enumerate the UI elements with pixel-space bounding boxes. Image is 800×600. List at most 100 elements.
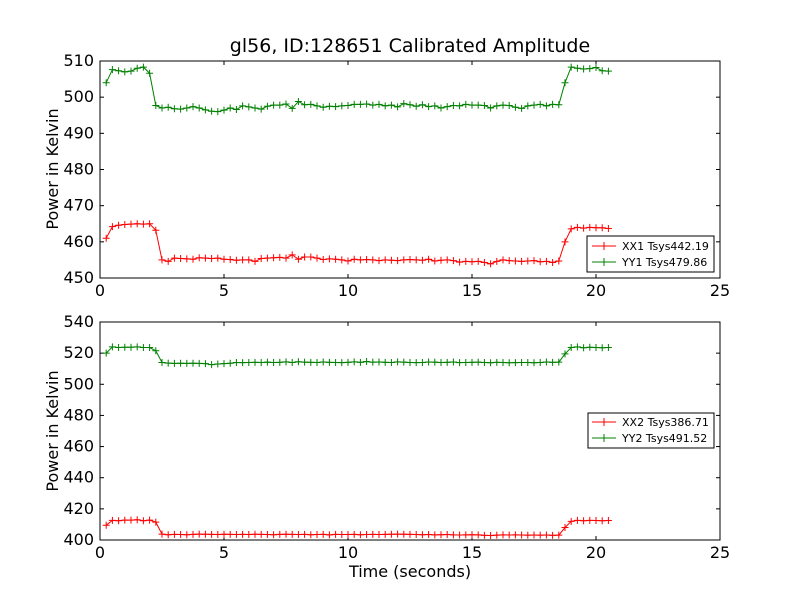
top-series-0-point: [208, 254, 216, 262]
bottom-x-tick-label: 25: [710, 543, 730, 562]
top-series-1-point: [474, 101, 482, 109]
top-legend-entry-yy1: YY1 Tsys479.86: [592, 256, 707, 269]
bottom-series-1-point: [580, 344, 588, 352]
legend-label-yy2: YY2 Tsys491.52: [621, 432, 707, 445]
bottom-series-1-point: [561, 350, 569, 358]
bottom-series-1-point: [387, 358, 395, 366]
top-series-1-point: [387, 101, 395, 109]
top-series-1-point: [381, 102, 389, 110]
bottom-series-1-point: [400, 358, 408, 366]
top-series-1-point: [195, 104, 203, 112]
top-series-1-point: [573, 64, 581, 72]
top-series-1-point: [251, 104, 259, 112]
bottom-series-1-point: [177, 359, 185, 367]
bottom-series-0-point: [226, 530, 234, 538]
top-legend-entry-xx1: XX1 Tsys442.19: [592, 240, 709, 253]
top-series-0-point: [115, 221, 123, 229]
top-series-1-point: [201, 106, 209, 114]
top-series-0-point: [121, 220, 129, 228]
bottom-series-0-point: [542, 531, 550, 539]
top-series-0-point: [462, 257, 470, 265]
bottom-series-0-point: [592, 517, 600, 525]
top-series-1-point: [338, 102, 346, 110]
top-series-0-point: [468, 258, 476, 266]
bottom-series-0-point: [220, 530, 228, 538]
bottom-series-0-point: [443, 531, 451, 539]
bottom-series-0-point: [344, 531, 352, 539]
bottom-series-0-point: [288, 530, 296, 538]
bottom-series-1-point: [394, 358, 402, 366]
top-series-1-point: [307, 100, 315, 108]
bottom-series-0-point: [518, 531, 526, 539]
bottom-series-1-point: [239, 359, 247, 367]
bottom-series-1-point: [573, 343, 581, 351]
bottom-series-1-point: [524, 358, 532, 366]
bottom-legend-entry-yy2: YY2 Tsys491.52: [592, 432, 707, 445]
bottom-series-0-point: [115, 517, 123, 525]
top-x-tick-label: 20: [586, 281, 606, 300]
bottom-series-1-point: [456, 359, 464, 367]
top-series-0-point: [177, 254, 185, 262]
top-series-1-point: [208, 107, 216, 115]
top-series-0-point: [127, 220, 135, 228]
top-y-axis-label: Power in Kelvin: [43, 108, 62, 229]
top-series-1-point: [239, 102, 247, 110]
bottom-legend: XX2 Tsys386.71 YY2 Tsys491.52: [587, 412, 715, 449]
bottom-x-tick-label: 5: [219, 543, 229, 562]
top-series-1-point: [561, 79, 569, 87]
top-series-0-point: [598, 224, 606, 232]
bottom-series-0-point: [356, 531, 364, 539]
top-series-0-point: [412, 256, 420, 264]
top-series-1-point: [152, 101, 160, 109]
bottom-series-1-point: [201, 360, 209, 368]
bottom-series-0-point: [468, 531, 476, 539]
bottom-series-0-point: [189, 530, 197, 538]
top-series-0-point: [487, 260, 495, 268]
top-series-1-point: [598, 67, 606, 75]
bottom-series-1-point: [158, 358, 166, 366]
bottom-series-0-point: [573, 516, 581, 524]
bottom-series-1-point: [232, 358, 240, 366]
bottom-series-0-point: [493, 531, 501, 539]
top-series-1-point: [375, 100, 383, 108]
top-series-0-point: [164, 257, 172, 265]
bottom-series-0-point: [121, 516, 129, 524]
bottom-plot-area: [102, 343, 612, 539]
top-series-0-point: [344, 257, 352, 265]
top-series-0-point: [542, 257, 550, 265]
top-x-tick-label: 5: [219, 281, 229, 300]
chart-title: gl56, ID:128651 Calibrated Amplitude: [230, 35, 590, 57]
bottom-series-0-point: [245, 531, 253, 539]
bottom-series-0-point: [325, 531, 333, 539]
bottom-series-0-point: [375, 531, 383, 539]
bottom-series-1-point: [542, 358, 550, 366]
bottom-series-0-point: [511, 531, 519, 539]
top-series-0-point: [245, 256, 253, 264]
top-series-1-point: [536, 100, 544, 108]
top-series-0-point: [170, 254, 178, 262]
bottom-series-1-point: [375, 358, 383, 366]
top-series-1-point: [400, 100, 408, 108]
top-series-0-point: [418, 256, 426, 264]
bottom-x-tick-label: 0: [95, 543, 105, 562]
bottom-series-1-point: [369, 358, 377, 366]
top-series-1-point: [257, 105, 265, 113]
top-series-0-point: [536, 258, 544, 266]
bottom-series-0-point: [270, 531, 278, 539]
top-series-0-point: [580, 224, 588, 232]
top-series-1-point: [592, 64, 600, 72]
top-series-0-point: [294, 255, 302, 263]
bottom-series-1-point: [325, 358, 333, 366]
top-series-0-point: [201, 254, 209, 262]
top-series-0-point: [356, 256, 364, 264]
top-series-1-point: [449, 101, 457, 109]
bottom-series-1-point: [288, 358, 296, 366]
top-series-1-point: [524, 102, 532, 110]
bottom-series-0-point: [406, 530, 414, 538]
top-series-0-point: [158, 256, 166, 264]
bottom-series-1-point: [350, 358, 358, 366]
top-series-1-point: [487, 104, 495, 112]
bottom-series-1-point: [115, 344, 123, 352]
bottom-series-1-point: [555, 358, 563, 366]
top-series-1-point: [332, 103, 340, 111]
